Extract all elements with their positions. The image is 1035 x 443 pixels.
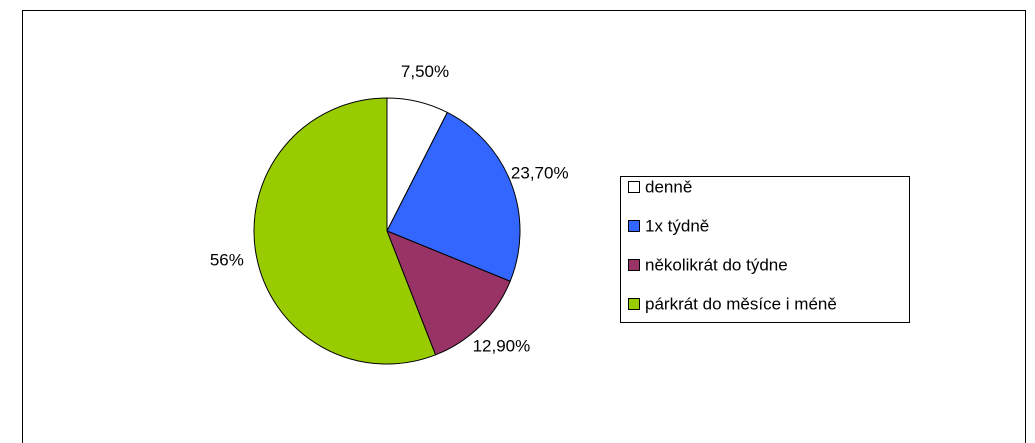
data-label: 56% bbox=[210, 251, 244, 270]
legend-swatch bbox=[628, 181, 640, 193]
legend-box bbox=[620, 176, 910, 323]
data-label: 23,70% bbox=[511, 164, 569, 183]
data-label: 7,50% bbox=[401, 62, 449, 81]
legend-swatch bbox=[628, 220, 640, 232]
legend: denně 1x týdně několikrát do týdne párkrát … bbox=[628, 177, 837, 313]
legend-swatch bbox=[628, 298, 640, 310]
pie: 7,50% 23,70% 12,90% 56% bbox=[210, 62, 569, 365]
pie-slice bbox=[386, 230, 511, 356]
legend-label: denně bbox=[645, 177, 692, 196]
legend-label: 1x týdně bbox=[645, 216, 709, 235]
legend-label: párkrát do měsíce i méně bbox=[645, 294, 837, 313]
pie-slice bbox=[253, 97, 437, 365]
legend-swatch bbox=[628, 259, 640, 271]
legend-label: několikrát do týdne bbox=[645, 255, 788, 274]
data-label: 12,90% bbox=[473, 337, 531, 356]
pie-slice bbox=[386, 111, 521, 282]
